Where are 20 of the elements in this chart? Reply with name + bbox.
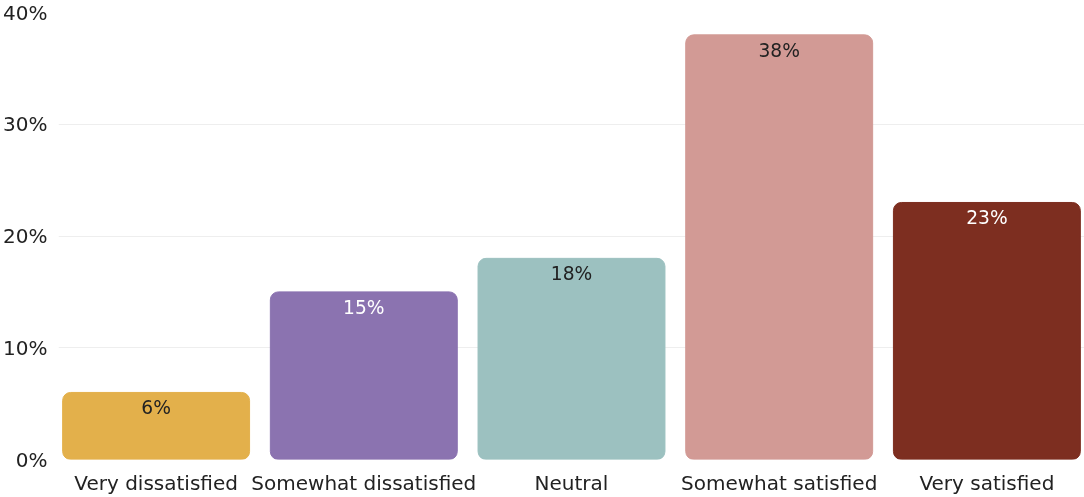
x-tick-label: Very dissatisfied <box>74 470 238 495</box>
data-label: 18% <box>550 263 593 285</box>
bar <box>269 291 458 460</box>
x-tick-label: Somewhat satisfied <box>681 470 878 495</box>
data-label: 6% <box>141 397 171 419</box>
bar <box>62 391 251 460</box>
x-tick-label: Somewhat dissatisfied <box>251 470 477 495</box>
data-label: 23% <box>966 207 1008 229</box>
bar <box>892 201 1081 460</box>
x-tick-label: Very satisfied <box>919 470 1055 495</box>
data-label: 15% <box>343 296 385 318</box>
y-tick-label: 20% <box>3 224 48 248</box>
y-tick-label: 10% <box>3 335 48 360</box>
y-tick-label: 30% <box>3 112 48 137</box>
bar <box>477 257 666 460</box>
bar <box>685 34 874 460</box>
x-tick-label: Neutral <box>534 470 609 495</box>
data-label: 38% <box>758 39 800 61</box>
y-tick-label: 0% <box>15 447 48 472</box>
y-tick-label: 40% <box>3 0 48 25</box>
